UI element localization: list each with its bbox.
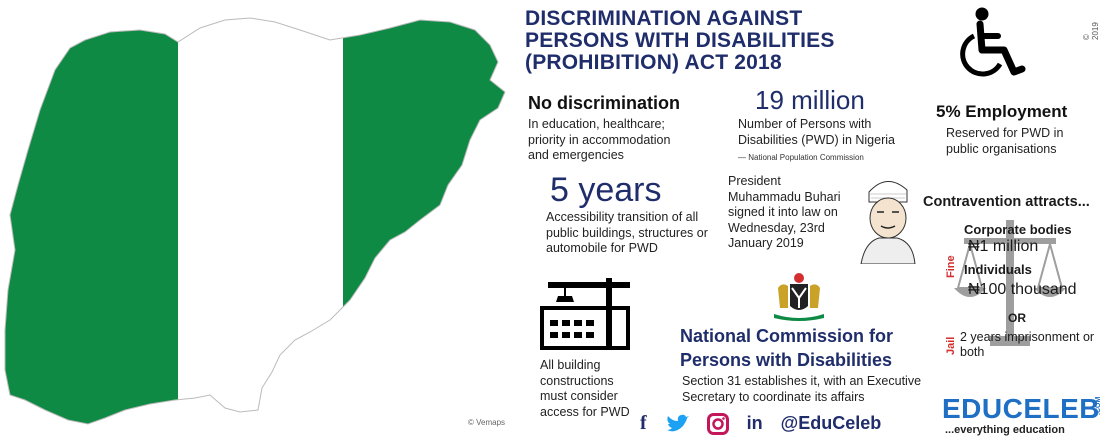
president-portrait [860, 181, 916, 264]
commission-heading: National Commission for Persons with Dis… [680, 326, 894, 370]
population-source: — National Population Commission [738, 153, 864, 162]
map-credit: © Vemaps [468, 418, 506, 427]
or-label: OR [1008, 311, 1026, 325]
employment-heading: 5% Employment [936, 102, 1068, 121]
employment-text: Reserved for PWD in public organisations [946, 126, 1064, 156]
brand-suffix: .COM [1095, 396, 1102, 415]
population-text: Number of Persons with Disabilities (PWD… [738, 117, 895, 147]
corporate-label: Corporate bodies [964, 222, 1072, 237]
nigeria-flag-map [4, 17, 506, 425]
individual-label: Individuals [964, 262, 1032, 277]
linkedin-icon[interactable]: in [746, 413, 763, 433]
individual-fine: ₦100 thousand [968, 281, 1077, 298]
social-bar: f in @EduCeleb [640, 412, 881, 435]
facebook-icon[interactable]: f [640, 412, 647, 434]
wheelchair-icon [960, 7, 1026, 77]
twitter-icon[interactable] [665, 414, 689, 434]
scales-of-justice-icon [954, 220, 1066, 346]
accessibility-text: Accessibility transition of all public b… [546, 210, 708, 255]
construction-icon [540, 278, 630, 350]
brand-name[interactable]: EDUCELEB [942, 393, 1101, 424]
accessibility-figure: 5 years [550, 171, 662, 209]
president-text: President Muhammadu Buhari signed it int… [728, 174, 841, 250]
page-title: DISCRIMINATION AGAINST PERSONS WITH DISA… [525, 7, 835, 74]
coat-of-arms-icon [774, 273, 824, 321]
social-handle[interactable]: @EduCeleb [780, 413, 882, 433]
instagram-icon[interactable] [706, 412, 729, 435]
penalty-heading: Contravention attracts... [923, 194, 1090, 210]
corporate-fine: ₦1 million [968, 238, 1039, 255]
brand-tagline: ...everything education [945, 424, 1065, 436]
no-discrimination-heading: No discrimination [528, 93, 681, 113]
no-discrimination-text: In education, healthcare; priority in ac… [528, 117, 671, 162]
fine-label: Fine [945, 255, 957, 278]
copyright: © 2019 [1082, 22, 1100, 40]
jail-text: 2 years imprisonment or both [960, 330, 1095, 359]
commission-text: Section 31 establishes it, with an Execu… [682, 374, 922, 404]
building-text: All building constructions must consider… [540, 358, 630, 419]
jail-label: Jail [945, 336, 957, 355]
population-figure: 19 million [755, 85, 865, 115]
